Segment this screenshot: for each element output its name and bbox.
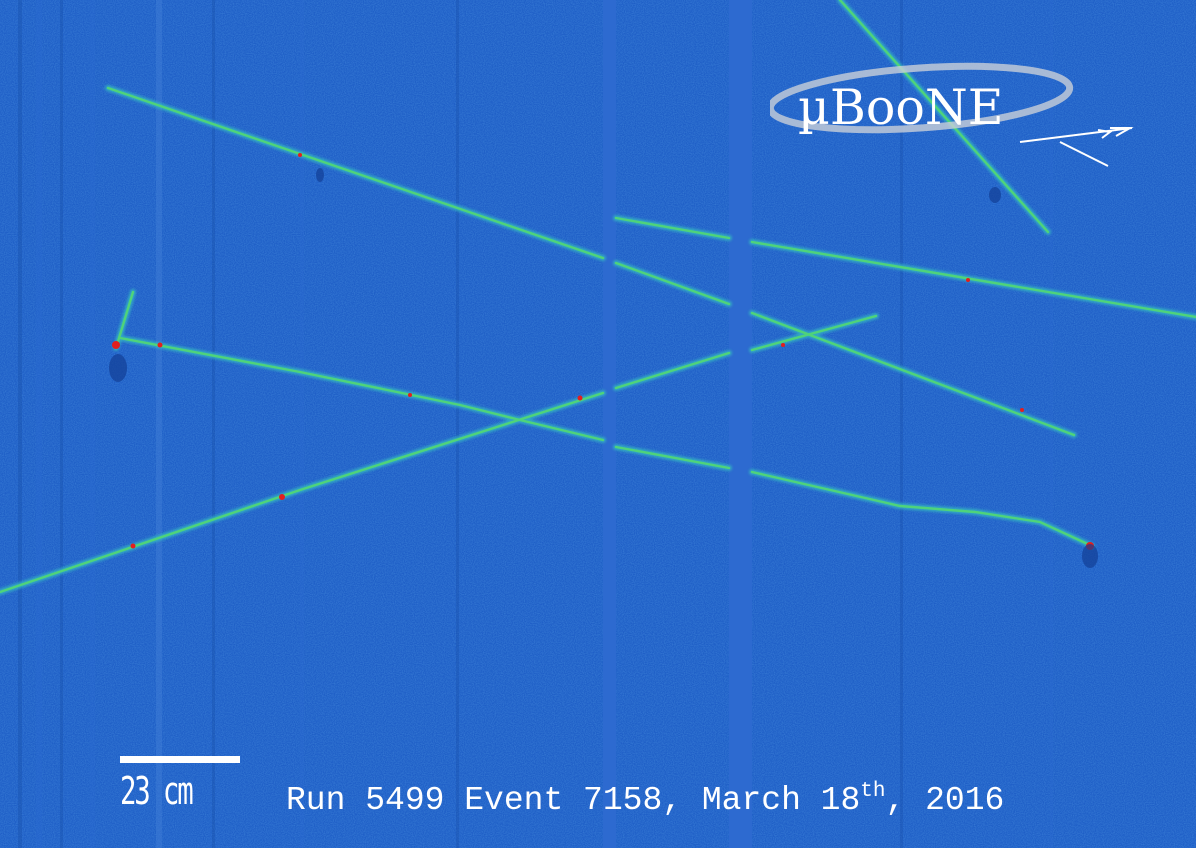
muon-track-middle: [614, 445, 731, 470]
hotspot: [781, 343, 785, 347]
muon-track-middle: [750, 470, 1094, 548]
microboone-logo: µBooNE: [766, 58, 1140, 178]
hotspot: [130, 543, 136, 549]
hotspot: [112, 341, 120, 349]
muon-track-diagonal: [0, 391, 605, 594]
scale-bar: [120, 756, 240, 763]
hotspot: [577, 395, 583, 401]
hotspot: [298, 153, 302, 157]
muon-track-upper: [614, 261, 731, 306]
dead-channel-band: [603, 0, 616, 848]
dead-channel-gaps: [603, 0, 752, 848]
muon-track-upper: [106, 86, 605, 260]
hotspot: [157, 342, 163, 348]
event-caption: Run 5499 Event 7158, March 18th, 2016: [286, 781, 1005, 819]
muon-track-upper: [750, 311, 1076, 437]
event-caption-year: , 2016: [885, 782, 1005, 819]
scale-label: 23 cm: [120, 769, 194, 813]
tracks: [0, 0, 1196, 595]
muon-track-right: [750, 240, 1196, 319]
short-track: [114, 290, 135, 350]
event-caption-ordinal: th: [860, 780, 886, 803]
event-caption-main: Run 5499 Event 7158, March 18: [286, 782, 861, 819]
dead-channel-band: [729, 0, 752, 848]
muon-track-right: [614, 216, 731, 240]
hotspot: [966, 278, 970, 282]
blobs: [109, 168, 1098, 568]
muon-track-diagonal: [750, 314, 878, 352]
muon-track-middle: [118, 336, 605, 442]
hotspot: [408, 393, 412, 397]
hotspot: [1020, 408, 1024, 412]
logo-swoosh-icon: [766, 62, 1134, 167]
muon-track-steep: [838, 0, 1050, 234]
logo-text: µBooNE: [798, 79, 1004, 136]
hotspot: [279, 494, 285, 500]
muon-track-diagonal: [614, 351, 731, 390]
